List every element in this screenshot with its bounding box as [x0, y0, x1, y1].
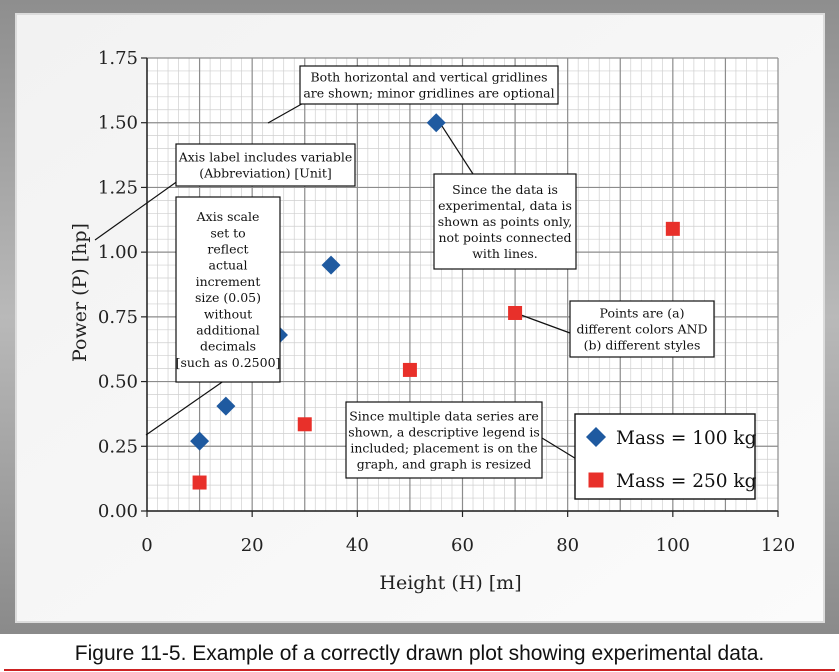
- x-tick-label: 80: [556, 535, 579, 556]
- data-point-square: [508, 305, 523, 320]
- annotation-text: Points are (a): [600, 305, 685, 320]
- y-tick-label: 0.50: [98, 372, 138, 393]
- chart-figure: 0.00 0.25 0.50 0.75 1.00 1.25 1.50 1.75 0 20 40 60 8…: [0, 0, 839, 634]
- annotation-text: graph, and graph is resized: [357, 456, 532, 471]
- data-point-diamond: [216, 396, 236, 416]
- annotation-box: [175, 143, 356, 187]
- x-tick-label: 120: [761, 535, 795, 556]
- y-axis-title: Power (P) [hp]: [69, 223, 91, 362]
- annotation-text: actual: [209, 258, 248, 273]
- annotation-box: [433, 173, 577, 270]
- annotation-text: shown, a descriptive legend is: [348, 424, 540, 439]
- annotation-text: set to: [210, 225, 245, 240]
- annotation-text: Both horizontal and vertical gridlines: [310, 69, 547, 84]
- leader-line: [145, 377, 229, 436]
- axes: 0.00 0.25 0.50 0.75 1.00 1.25 1.50 1.75 0 20 40 60 8…: [69, 48, 795, 594]
- data-point-diamond: [190, 431, 210, 451]
- annotation-text: (Abbreviation) [Unit]: [199, 165, 332, 180]
- annotation-leader-lines: [94, 100, 579, 461]
- annotation-box: [569, 300, 715, 358]
- annotations: Both horizontal and vertical gridlinesar…: [175, 65, 715, 479]
- x-tick-label: 60: [451, 535, 474, 556]
- annotation-text: (b) different styles: [584, 337, 701, 352]
- annotation-box: [175, 196, 281, 383]
- annotation-text: without: [204, 306, 252, 321]
- annotation-text: decimals: [200, 339, 256, 354]
- annotation-axis-label: Axis label includes variable(Abbreviatio…: [175, 143, 356, 187]
- y-tick-label: 1.75: [98, 48, 138, 69]
- leader-line: [541, 437, 579, 461]
- y-tick-label: 0.00: [98, 501, 138, 522]
- annotation-text: size (0.05): [195, 290, 261, 305]
- leader-line: [267, 100, 308, 124]
- annotation-gridlines: Both horizontal and vertical gridlinesar…: [299, 65, 559, 105]
- annotation-text: increment: [196, 274, 261, 289]
- annotation-text: reflect: [207, 242, 248, 257]
- annotation-points-style: Points are (a)different colors AND(b) di…: [569, 300, 715, 358]
- leader-line: [520, 314, 571, 334]
- annotation-text: Since the data is: [452, 182, 558, 197]
- legend-marker-square: [588, 472, 604, 488]
- x-tick-label: 100: [656, 535, 690, 556]
- annotation-text: Axis scale: [196, 209, 260, 224]
- y-tick-label: 0.75: [98, 307, 138, 328]
- annotation-text: additional: [196, 323, 260, 338]
- x-axis-title: Height (H) [m]: [379, 572, 521, 594]
- annotation-text: Since multiple data series are: [349, 408, 539, 423]
- y-tick-label: 1.00: [98, 242, 138, 263]
- data-point-square: [402, 362, 417, 377]
- annotation-text: with lines.: [472, 246, 538, 261]
- annotation-text: are shown; minor gridlines are optional: [303, 85, 554, 100]
- annotation-box: [299, 65, 559, 105]
- legend-box: [574, 413, 756, 500]
- annotation-text: not points connected: [438, 230, 571, 245]
- legend-label: Mass = 100 kg: [616, 428, 757, 449]
- data-point-square: [297, 417, 312, 432]
- legend-label: Mass = 250 kg: [616, 471, 757, 492]
- annotation-text: different colors AND: [576, 321, 707, 336]
- annotation-box: [345, 401, 543, 479]
- x-tick-label: 0: [141, 535, 152, 556]
- data-point-diamond: [426, 113, 446, 133]
- data-point-diamond: [321, 255, 341, 275]
- figure-caption: Figure 11-5. Example of a correctly draw…: [74, 642, 765, 665]
- y-tick-label: 1.50: [98, 113, 138, 134]
- data-point-square: [665, 221, 680, 236]
- legend-marker-diamond: [586, 427, 606, 447]
- legend: Mass = 100 kg Mass = 250 kg: [574, 413, 757, 500]
- leader-line: [94, 177, 183, 241]
- annotation-text: experimental, data is: [438, 198, 572, 213]
- annotation-text: shown as points only,: [438, 214, 573, 229]
- y-tick-label: 0.25: [98, 436, 138, 457]
- x-tick-label: 20: [241, 535, 264, 556]
- x-tick-label: 40: [346, 535, 369, 556]
- annotation-text: Axis label includes variable: [178, 149, 353, 164]
- leader-line: [439, 122, 474, 175]
- caption-underline: [4, 669, 835, 671]
- annotation-text: included; placement is on the: [350, 440, 537, 455]
- y-tick-label: 1.25: [98, 177, 138, 198]
- data-point-square: [192, 475, 207, 490]
- annotation-text: [such as 0.2500]: [176, 355, 281, 370]
